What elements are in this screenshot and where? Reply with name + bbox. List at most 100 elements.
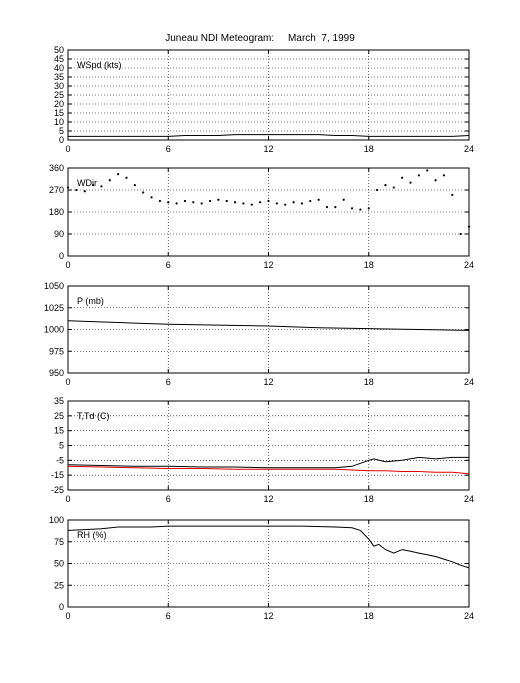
data-point xyxy=(142,191,145,194)
data-point xyxy=(208,199,212,203)
data-point xyxy=(467,225,471,228)
x-tick-label: 12 xyxy=(263,611,273,621)
x-tick-label: 6 xyxy=(166,377,171,387)
chart-panel-2: 0 6 12 18 24 0 90 180 270 360 WDir xyxy=(49,163,474,270)
data-point xyxy=(292,201,295,204)
y-tick-label: 950 xyxy=(49,368,64,378)
y-tick-label: 10 xyxy=(54,117,64,127)
data-point xyxy=(217,198,220,201)
data-point xyxy=(367,207,370,210)
y-tick-label: 1050 xyxy=(44,281,64,291)
y-tick-label: 100 xyxy=(49,515,64,525)
y-tick-label: 1025 xyxy=(44,303,64,313)
x-tick-label: 12 xyxy=(263,494,273,504)
y-tick-label: 0 xyxy=(59,135,64,145)
x-tick-label: 0 xyxy=(65,144,70,154)
x-tick-label: 18 xyxy=(364,494,374,504)
x-tick-label: 12 xyxy=(263,260,273,270)
data-point xyxy=(91,184,95,187)
series-line xyxy=(67,320,470,331)
y-tick-label: 90 xyxy=(54,229,64,239)
x-tick-label: 0 xyxy=(65,377,70,387)
data-point xyxy=(342,198,345,201)
series-line xyxy=(67,525,470,569)
y-tick-label: 30 xyxy=(54,81,64,91)
data-point xyxy=(334,206,337,209)
x-tick-label: 0 xyxy=(65,260,70,270)
y-tick-label: 0 xyxy=(59,251,64,261)
y-tick-label: 5 xyxy=(59,126,64,136)
x-tick-label: 0 xyxy=(65,494,70,504)
y-tick-label: 15 xyxy=(54,426,64,436)
y-tick-label: 50 xyxy=(54,45,64,55)
x-tick-label: 18 xyxy=(364,377,374,387)
panel-label: P (mb) xyxy=(77,296,104,306)
data-point xyxy=(233,201,237,204)
y-tick-label: -5 xyxy=(56,455,64,465)
y-tick-label: -25 xyxy=(51,485,64,495)
y-tick-label: 975 xyxy=(49,346,64,356)
x-tick-label: 24 xyxy=(464,611,474,621)
x-tick-label: 24 xyxy=(464,377,474,387)
x-tick-label: 6 xyxy=(166,260,171,270)
x-tick-label: 12 xyxy=(263,144,273,154)
series-line xyxy=(67,456,469,469)
y-tick-label: 5 xyxy=(59,441,64,451)
x-tick-label: 6 xyxy=(166,144,171,154)
data-point xyxy=(401,176,404,179)
y-tick-label: 0 xyxy=(59,602,64,612)
data-point xyxy=(125,176,128,179)
chart-panel-4: 0 6 12 18 24 -25 -15 -5 5 15 25 35 T,Td (C) xyxy=(51,396,474,504)
x-tick-label: 24 xyxy=(464,494,474,504)
y-tick-label: 75 xyxy=(54,537,64,547)
y-tick-label: 40 xyxy=(54,63,64,73)
y-tick-label: 1000 xyxy=(44,325,64,335)
data-point xyxy=(117,173,120,176)
y-tick-label: 25 xyxy=(54,411,64,421)
data-point xyxy=(284,203,287,206)
y-tick-label: -15 xyxy=(51,470,64,480)
y-tick-label: 180 xyxy=(49,207,64,217)
x-tick-label: 6 xyxy=(166,611,171,621)
data-point xyxy=(451,193,454,196)
data-point xyxy=(133,184,136,187)
x-tick-label: 24 xyxy=(464,144,474,154)
data-point xyxy=(75,188,78,192)
data-point xyxy=(175,202,178,205)
data-point xyxy=(459,232,462,236)
chart-panel-5: 0 6 12 18 24 0 25 50 75 100 RH (%) xyxy=(49,515,474,621)
data-point xyxy=(225,199,228,203)
data-point xyxy=(83,190,86,193)
x-tick-label: 24 xyxy=(464,260,474,270)
y-tick-label: 35 xyxy=(54,396,64,406)
data-point xyxy=(350,207,354,210)
y-tick-label: 45 xyxy=(54,54,64,64)
data-point xyxy=(267,199,270,203)
data-point xyxy=(242,202,245,205)
x-tick-label: 18 xyxy=(364,144,374,154)
data-point xyxy=(192,201,195,204)
data-point xyxy=(259,201,262,204)
y-tick-label: 20 xyxy=(54,99,64,109)
data-point xyxy=(359,208,362,211)
data-point xyxy=(442,174,446,177)
data-point xyxy=(325,206,329,209)
data-point xyxy=(309,199,312,203)
data-point xyxy=(317,198,320,201)
chart-panel-3: 0 6 12 18 24 950 975 1000 1025 1050 P (mb) xyxy=(44,281,474,387)
y-tick-label: 15 xyxy=(54,108,64,118)
panel-label: T,Td (C) xyxy=(77,411,110,421)
data-point xyxy=(183,199,187,203)
y-tick-label: 25 xyxy=(54,90,64,100)
data-point xyxy=(392,186,395,189)
panel-label: WSpd (kts) xyxy=(77,60,122,70)
data-point xyxy=(66,186,70,189)
x-tick-label: 6 xyxy=(166,494,171,504)
data-point xyxy=(417,174,420,177)
y-tick-label: 50 xyxy=(54,559,64,569)
x-tick-label: 18 xyxy=(364,611,374,621)
y-tick-label: 25 xyxy=(54,580,64,590)
data-point xyxy=(275,202,278,205)
